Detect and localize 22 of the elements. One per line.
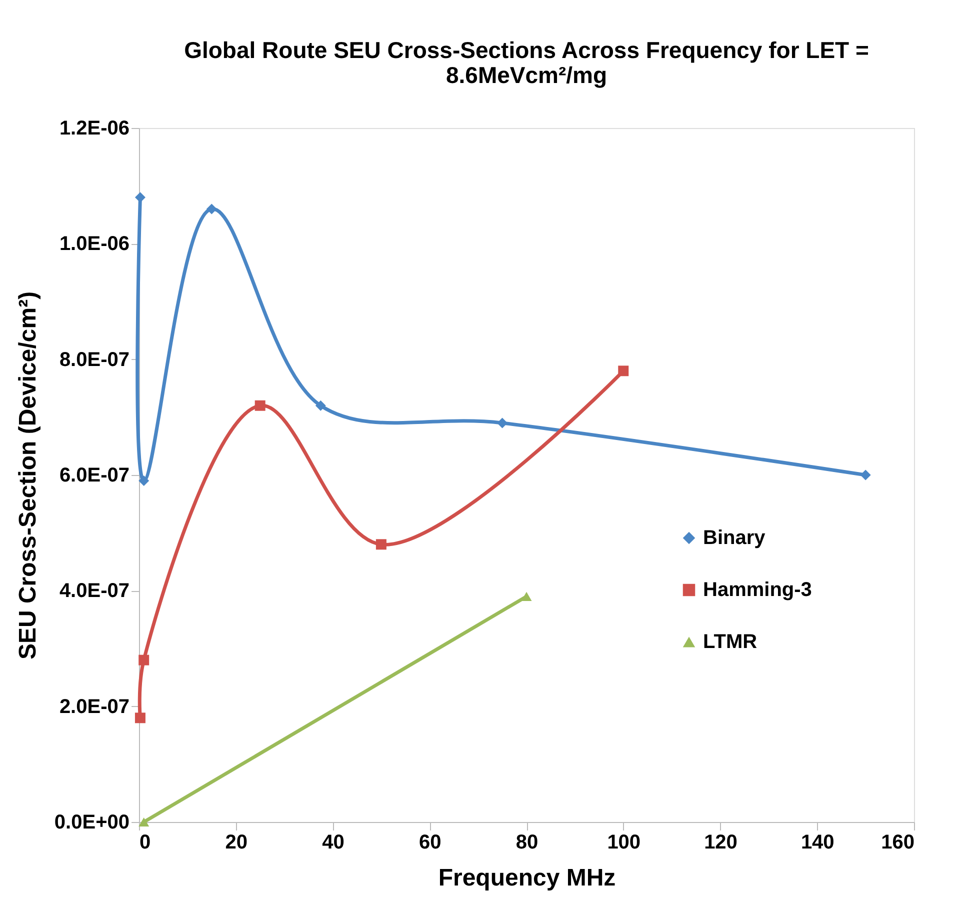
- x-tick-label: 20: [225, 832, 248, 854]
- chart-title: Global Route SEU Cross-Sections Across Frequency for LET = 8.6MeVcm²/mg: [184, 37, 869, 88]
- x-axis-title: Frequency MHz: [438, 864, 616, 892]
- x-tick-label: 80: [516, 832, 538, 854]
- y-tick-label: 4.0E-07: [59, 580, 130, 602]
- y-tick-label: 6.0E-07: [59, 464, 130, 486]
- y-tick-label: 2.0E-07: [59, 696, 130, 718]
- x-tick-label: 100: [607, 832, 641, 854]
- y-tick-label: 1.2E-06: [59, 118, 130, 140]
- y-tick-label: 0.0E+00: [54, 812, 130, 834]
- y-tick-label: 8.0E-07: [59, 348, 130, 371]
- y-axis-title: SEU Cross-Section (Device/cm²): [14, 291, 42, 660]
- legend-label: Hamming-3: [703, 579, 812, 601]
- x-tick-label: 140: [800, 832, 834, 854]
- y-tick-label: 1.0E-06: [59, 233, 130, 256]
- x-tick-label: 60: [419, 832, 442, 854]
- x-tick-label: 160: [881, 832, 914, 854]
- legend-label: Binary: [703, 527, 766, 549]
- x-tick-label: 0: [140, 832, 151, 854]
- x-tick-label: 120: [704, 832, 738, 854]
- x-tick-label: 40: [322, 832, 344, 854]
- legend-label: LTMR: [703, 631, 758, 653]
